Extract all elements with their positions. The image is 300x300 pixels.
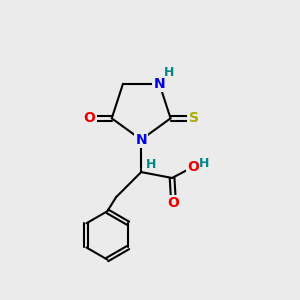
Text: H: H [199, 157, 210, 170]
Text: H: H [146, 158, 156, 171]
Text: N: N [135, 133, 147, 147]
Text: O: O [84, 111, 96, 125]
Text: O: O [168, 196, 179, 210]
Text: H: H [164, 66, 174, 79]
Text: O: O [187, 160, 199, 174]
Text: S: S [188, 111, 199, 125]
Text: N: N [154, 77, 165, 91]
